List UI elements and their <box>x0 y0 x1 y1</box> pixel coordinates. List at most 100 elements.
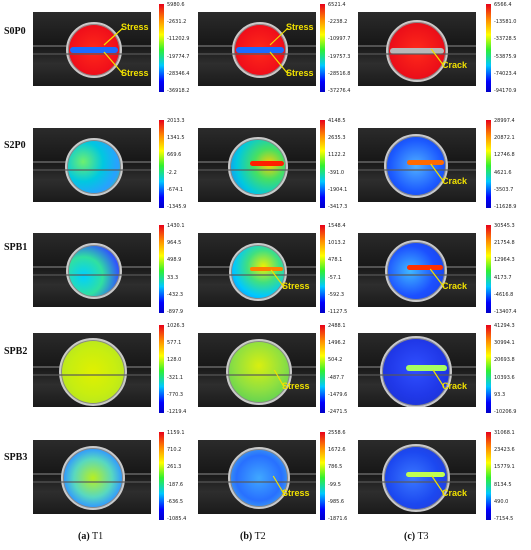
colorbar-tick-label: -1127.5 <box>328 308 348 315</box>
panel-spb3-t2: Stress 2558.6 1672.6 786.5 -99.5 -985.6 -1871.… <box>198 430 348 522</box>
row-label-s2p0: S2P0 <box>4 140 26 151</box>
colorbar-tick-label: 786.5 <box>328 464 343 471</box>
annotation-arrows <box>272 475 285 495</box>
caption-a: (a) T1 <box>78 531 104 542</box>
specimen-photo <box>358 128 476 202</box>
row-label-s0p0: S0P0 <box>4 26 26 37</box>
colorbar-tick-label: 4173.7 <box>494 274 512 281</box>
colorbar-tick-label: 28997.4 <box>494 118 515 124</box>
colorbar <box>159 225 164 313</box>
colorbar-tick-label: -2238.2 <box>328 19 348 26</box>
annotation-arrow <box>269 51 289 75</box>
colorbar-tick-label: 1122.2 <box>328 152 346 159</box>
colorbar-tick-label: 504.2 <box>328 357 343 364</box>
panel-s0p0-t2: Stress Stress 6521.4 -2238.2 -10997.7 -19757.… <box>198 2 351 94</box>
colorbar-tick-label: 30994.1 <box>494 340 515 347</box>
colorbar-ticks: 4148.5 2635.3 1122.2 -391.0 -1904.1 -3417.3 <box>328 118 347 210</box>
colorbar <box>320 432 325 520</box>
panel-s2p0-t2: 4148.5 2635.3 1122.2 -391.0 -1904.1 -3417.3 <box>198 118 348 210</box>
colorbar-tick-label: 5980.6 <box>167 2 185 8</box>
colorbar-tick-label: -74023.4 <box>494 70 517 77</box>
colorbar-tick-label: 12964.3 <box>494 257 515 264</box>
panel-spb3-t3: Crack 31068.1 23423.6 15779.1 8134.5 490.0 -71… <box>358 430 515 522</box>
colorbar <box>486 4 491 92</box>
annotation-arrows <box>269 27 289 75</box>
panel-spb2-t3: Crack 41294.3 30994.1 20693.8 10393.6 93.3 -10… <box>358 323 516 415</box>
annotation-arrows <box>273 369 285 388</box>
colorbar-tick-label: 577.1 <box>167 340 182 347</box>
strain-field-disc <box>385 240 447 302</box>
annotation-arrow <box>430 48 445 67</box>
strain-field-disc <box>386 20 448 82</box>
colorbar-tick-label: 1430.1 <box>167 223 185 229</box>
stress-band <box>69 47 119 53</box>
colorbar <box>159 120 164 208</box>
specimen-photo <box>198 128 316 202</box>
colorbar-tick-label: -770.3 <box>167 391 184 398</box>
panel-s2p0-t1: 2013.3 1341.5 669.6 -2.2 -674.1 -1345.9 <box>33 118 186 210</box>
colorbar-tick-label: -37276.4 <box>328 87 351 94</box>
colorbar-tick-label: -1085.4 <box>167 515 187 522</box>
colorbar-tick-label: -985.6 <box>328 498 345 505</box>
colorbar-tick-label: -36918.2 <box>167 87 190 94</box>
panel-s2p0-t3: Crack 28997.4 20872.1 12746.8 4621.6 -3503.7 -… <box>358 118 516 210</box>
specimen-photo <box>358 440 476 514</box>
specimen-photo <box>33 12 151 86</box>
colorbar-tick-label: -1871.6 <box>328 515 348 522</box>
colorbar-tick-label: -10206.9 <box>494 408 517 415</box>
colorbar-tick-label: 33.3 <box>167 274 179 281</box>
colorbar-ticks: 1026.3 577.1 128.0 -321.1 -770.3 -1219.4 <box>167 323 186 415</box>
panel-s0p0-t1: Stress Stress 5980.6 -2631.2 -11202.9 -19774.… <box>33 2 189 94</box>
annotation-arrows <box>431 475 445 495</box>
colorbar-tick-label: 41294.3 <box>494 323 515 329</box>
colorbar-tick-label: 1672.6 <box>328 447 346 454</box>
strain-field-disc <box>380 336 452 407</box>
annotation-arrows <box>432 369 445 388</box>
colorbar <box>159 432 164 520</box>
colorbar-ticks: 41294.3 30994.1 20693.8 10393.6 93.3 -10206.9 <box>494 323 516 415</box>
colorbar-tick-label: -13581.0 <box>494 19 517 26</box>
colorbar-tick-label: -99.5 <box>328 481 341 488</box>
annotation-crack: Crack <box>442 60 468 70</box>
colorbar <box>159 4 164 92</box>
colorbar-ticks: 31068.1 23423.6 15779.1 8134.5 490.0 -7154.5 <box>494 430 515 522</box>
colorbar-tick-label: 4621.6 <box>494 169 512 176</box>
colorbar-tick-label: 6566.4 <box>494 2 512 8</box>
stress-band <box>235 47 285 53</box>
colorbar-tick-label: 20693.8 <box>494 357 515 364</box>
colorbar-tick-label: -1219.4 <box>167 408 187 415</box>
colorbar-tick-label: 31068.1 <box>494 430 515 436</box>
annotation-arrow <box>429 268 445 288</box>
specimen-photo <box>198 12 316 86</box>
annotation-arrow <box>103 27 124 46</box>
colorbar <box>486 120 491 208</box>
colorbar-tick-label: 128.0 <box>167 357 182 364</box>
colorbar-tick-label: -1479.6 <box>328 391 348 398</box>
colorbar-tick-label: -2631.2 <box>167 19 187 26</box>
colorbar-tick-label: 1341.5 <box>167 135 185 142</box>
colorbar-tick-label: -321.1 <box>167 374 184 381</box>
colorbar-tick-label: -28346.4 <box>167 70 190 77</box>
colorbar-ticks: 28997.4 20872.1 12746.8 4621.6 -3503.7 -11628… <box>494 118 516 210</box>
colorbar-tick-label: -53875.9 <box>494 53 517 60</box>
colorbar-ticks: 2488.1 1496.2 504.2 -487.7 -1479.6 -2471.5 <box>328 323 347 415</box>
annotation-arrow <box>103 51 124 75</box>
colorbar <box>486 225 491 313</box>
stress-band <box>249 161 284 167</box>
colorbar-tick-label: -1904.1 <box>328 186 348 193</box>
colorbar-tick-label: -3503.7 <box>494 186 514 193</box>
specimen-photo <box>358 12 476 86</box>
colorbar-tick-label: 964.5 <box>167 240 182 247</box>
annotation-arrows <box>33 440 151 514</box>
annotation-arrows <box>33 333 151 407</box>
colorbar-tick-label: 6521.4 <box>328 2 346 8</box>
annotation-arrow <box>269 27 289 46</box>
stress-band <box>249 266 283 272</box>
colorbar-tick-label: 93.3 <box>494 391 506 398</box>
colorbar <box>486 432 491 520</box>
strain-field-disc <box>66 243 122 299</box>
annotation-stress: Stress <box>286 22 314 32</box>
colorbar-tick-label: 15779.1 <box>494 464 515 471</box>
caption-b: (b) T2 <box>240 531 266 542</box>
annotation-crack: Crack <box>442 281 468 291</box>
